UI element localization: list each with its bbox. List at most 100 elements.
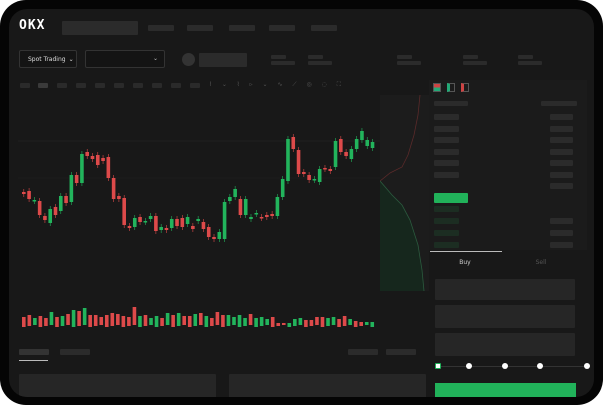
ask-amount xyxy=(550,125,573,132)
candle xyxy=(365,140,370,146)
market-type-dropdown[interactable]: Spot Trading ⌄ xyxy=(19,50,77,68)
volume-bar xyxy=(88,315,92,327)
volume-bar xyxy=(132,307,137,325)
candle xyxy=(111,178,116,199)
chevron-down-icon: ⌄ xyxy=(68,55,74,63)
nav-item[interactable] xyxy=(229,25,255,31)
bid-price xyxy=(434,230,459,236)
candle xyxy=(265,215,269,217)
tab-open-orders[interactable] xyxy=(19,349,49,355)
candle xyxy=(175,219,179,226)
timeframe-button[interactable] xyxy=(190,83,200,88)
amount-input[interactable] xyxy=(435,305,575,328)
sell-tab[interactable]: Sell xyxy=(535,259,547,266)
volume-bar xyxy=(149,318,153,325)
candle xyxy=(32,200,37,202)
stat-value xyxy=(308,61,332,65)
volume-bar xyxy=(226,315,231,326)
volume-bar xyxy=(248,314,253,325)
tab-order-history[interactable] xyxy=(60,349,90,355)
volume-bar xyxy=(370,322,375,327)
candle xyxy=(64,196,68,203)
timeframe-button[interactable] xyxy=(152,83,162,88)
candle xyxy=(169,219,174,228)
timeframe-button[interactable] xyxy=(95,83,105,88)
nav-item[interactable] xyxy=(187,25,213,31)
candlestick-chart[interactable] xyxy=(18,95,380,335)
timeframe-button[interactable] xyxy=(38,83,48,88)
buy-button[interactable] xyxy=(435,383,576,397)
timeframe-button[interactable] xyxy=(171,83,181,88)
slider-mark[interactable] xyxy=(435,363,441,369)
volume-bar xyxy=(337,319,341,327)
amount-slider[interactable] xyxy=(439,366,589,367)
candle xyxy=(180,218,185,227)
total-input[interactable] xyxy=(435,333,575,356)
nav-item[interactable] xyxy=(148,25,174,31)
volume-bar xyxy=(171,315,175,327)
orderbook-both-icon[interactable] xyxy=(433,83,441,92)
timeframe-button[interactable] xyxy=(76,83,86,88)
ask-price xyxy=(434,114,459,120)
candle xyxy=(302,172,306,174)
okx-logo[interactable]: OKX xyxy=(19,19,45,33)
mid-price[interactable] xyxy=(434,193,468,203)
volume-bar xyxy=(93,315,98,326)
volume-bar xyxy=(315,317,319,325)
candle xyxy=(370,142,375,148)
candle xyxy=(90,156,95,159)
volume-bar xyxy=(309,320,314,326)
candle xyxy=(106,157,111,178)
candle xyxy=(206,227,211,237)
slider-mark[interactable] xyxy=(537,363,543,369)
candle xyxy=(27,191,31,199)
orderbook-header-amount xyxy=(541,101,577,106)
candle xyxy=(43,216,47,220)
nav-item[interactable] xyxy=(269,25,295,31)
ask-amount xyxy=(550,114,573,120)
candle xyxy=(270,214,274,216)
search-bar[interactable] xyxy=(62,21,138,35)
timeframe-button[interactable] xyxy=(114,83,124,88)
candle xyxy=(74,175,79,183)
candle xyxy=(154,216,158,231)
volume-bar xyxy=(204,316,209,327)
price-input[interactable] xyxy=(435,279,575,300)
ask-price xyxy=(434,160,459,166)
candle xyxy=(48,209,53,223)
timeframe-button[interactable] xyxy=(133,83,143,88)
candle xyxy=(243,199,248,215)
volume-bar xyxy=(49,312,54,325)
nav-item[interactable] xyxy=(311,25,337,31)
candle xyxy=(132,218,137,227)
volume-bar xyxy=(359,322,364,326)
volume-bar xyxy=(66,314,70,325)
timeframe-button[interactable] xyxy=(20,83,30,88)
volume-bar xyxy=(259,317,264,326)
volume-bar xyxy=(127,317,131,326)
buy-tab[interactable]: Buy xyxy=(459,259,471,266)
volume-bar xyxy=(143,315,148,326)
volume-bar xyxy=(33,318,37,325)
volume-bar xyxy=(199,313,203,325)
market-type-label: Spot Trading xyxy=(28,55,66,63)
candle xyxy=(360,131,364,140)
orderbook-asks-icon[interactable] xyxy=(461,83,469,92)
slider-mark[interactable] xyxy=(466,363,472,369)
pair-dropdown[interactable]: ⌄ xyxy=(85,50,165,68)
stat-label xyxy=(397,55,412,59)
app-screen: OKX Spot Trading ⌄ ⌄ ⌇ ⌄ ⌇ ▹ ⌄ ∿ ⟋ ◎ ◌ ⛶ xyxy=(9,9,594,397)
orderbook-header-price xyxy=(434,101,468,106)
timeframe-button[interactable] xyxy=(57,83,67,88)
ask-price xyxy=(434,125,459,132)
volume-bar xyxy=(293,319,297,326)
filter-button[interactable] xyxy=(386,349,416,355)
candle xyxy=(95,155,100,165)
filter-button[interactable] xyxy=(348,349,378,355)
slider-mark[interactable] xyxy=(502,363,508,369)
orderbook-bids-icon[interactable] xyxy=(447,83,455,92)
slider-mark[interactable] xyxy=(584,363,590,369)
candle xyxy=(339,139,343,152)
chart-tool-icons[interactable]: ⌇ ⌄ ⌇ ▹ ⌄ ∿ ⟋ ◎ ◌ ⛶ xyxy=(209,81,345,88)
